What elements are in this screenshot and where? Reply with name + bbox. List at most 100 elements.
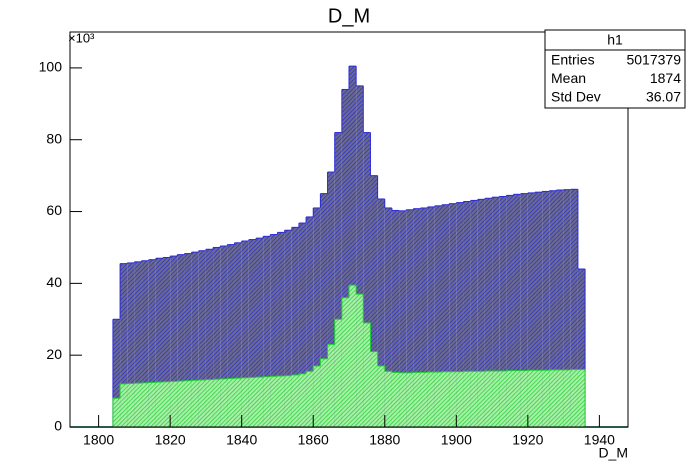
bar bbox=[456, 202, 464, 427]
bar bbox=[499, 370, 507, 427]
bar bbox=[399, 372, 407, 427]
bar bbox=[370, 351, 378, 427]
bar bbox=[499, 196, 507, 427]
bar bbox=[391, 372, 400, 427]
bar bbox=[470, 200, 478, 427]
bar bbox=[277, 376, 285, 427]
bar bbox=[148, 382, 156, 427]
bar bbox=[270, 376, 278, 427]
bar bbox=[112, 398, 121, 427]
bar bbox=[492, 370, 500, 427]
bar bbox=[127, 383, 135, 427]
bar bbox=[377, 365, 385, 427]
bar bbox=[198, 250, 206, 427]
bar bbox=[291, 374, 299, 427]
bar bbox=[227, 378, 235, 427]
bar bbox=[291, 227, 299, 427]
bar bbox=[420, 372, 428, 427]
y-tick-label: 40 bbox=[46, 274, 62, 290]
bar bbox=[542, 191, 550, 427]
bar bbox=[191, 380, 199, 427]
bar bbox=[256, 377, 264, 427]
bar bbox=[284, 230, 292, 427]
y-tick-label: 60 bbox=[46, 202, 62, 218]
bar bbox=[213, 379, 221, 427]
bar bbox=[341, 297, 349, 427]
bar bbox=[570, 369, 578, 427]
bar bbox=[298, 373, 307, 427]
bar bbox=[141, 382, 149, 427]
bar bbox=[413, 208, 421, 427]
bar bbox=[248, 377, 256, 427]
bar bbox=[563, 369, 571, 427]
bar bbox=[134, 383, 142, 427]
bar bbox=[306, 371, 314, 427]
bar bbox=[477, 371, 485, 427]
stats-label: Entries bbox=[551, 52, 595, 68]
bar bbox=[155, 382, 163, 427]
bar bbox=[463, 201, 471, 427]
y-tick-label: 100 bbox=[39, 59, 63, 75]
bar bbox=[334, 132, 342, 427]
bar bbox=[506, 195, 514, 427]
bar bbox=[349, 66, 357, 427]
bar bbox=[263, 236, 271, 427]
bar bbox=[427, 206, 435, 427]
bar bbox=[384, 207, 392, 427]
bar bbox=[363, 132, 371, 427]
y-tick-label: 20 bbox=[46, 346, 62, 362]
bar bbox=[334, 319, 342, 427]
bar bbox=[434, 205, 442, 427]
bar bbox=[363, 322, 371, 427]
bar bbox=[227, 244, 235, 427]
bar bbox=[356, 294, 364, 427]
bar bbox=[520, 370, 528, 427]
x-tick-label: 1860 bbox=[298, 432, 329, 448]
bar bbox=[184, 380, 192, 427]
x-axis-title: D_M bbox=[598, 445, 628, 461]
bar bbox=[549, 369, 557, 427]
bar bbox=[492, 197, 500, 427]
bar bbox=[563, 189, 571, 427]
bar bbox=[170, 381, 178, 427]
bar bbox=[577, 269, 586, 427]
bar bbox=[434, 372, 442, 427]
bar bbox=[120, 263, 128, 427]
bar bbox=[127, 262, 135, 427]
bar bbox=[256, 238, 264, 427]
bar bbox=[549, 190, 557, 427]
stats-label: Std Dev bbox=[551, 89, 601, 105]
bar bbox=[277, 232, 285, 427]
stats-value: 1874 bbox=[650, 70, 681, 86]
bar bbox=[270, 234, 278, 427]
stats-frame bbox=[544, 29, 686, 109]
bar bbox=[220, 246, 228, 427]
bar bbox=[263, 376, 271, 427]
bar bbox=[134, 261, 142, 427]
bar bbox=[298, 223, 307, 427]
bar bbox=[484, 370, 493, 427]
bar bbox=[220, 378, 228, 427]
bar bbox=[513, 194, 521, 427]
bar bbox=[470, 371, 478, 427]
bar bbox=[163, 381, 171, 427]
x-tick-label: 1920 bbox=[512, 432, 543, 448]
frame bbox=[69, 31, 629, 428]
bar bbox=[535, 370, 543, 427]
bar bbox=[205, 249, 214, 427]
bar bbox=[163, 257, 171, 427]
bar bbox=[463, 371, 471, 427]
bar bbox=[484, 198, 493, 427]
stats-value: 36.07 bbox=[646, 89, 681, 105]
bar bbox=[320, 193, 328, 427]
bar bbox=[356, 85, 364, 427]
bar bbox=[205, 379, 214, 427]
bar bbox=[406, 209, 414, 427]
bar bbox=[442, 371, 450, 427]
x-tick-label: 1800 bbox=[83, 432, 114, 448]
bar bbox=[513, 370, 521, 427]
y-tick-label: 80 bbox=[46, 130, 62, 146]
bar bbox=[556, 190, 564, 427]
bar bbox=[177, 381, 185, 427]
